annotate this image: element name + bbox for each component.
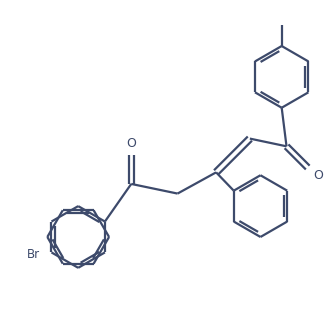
Text: Br: Br [27,248,40,261]
Text: O: O [314,170,323,183]
Text: O: O [126,137,136,150]
